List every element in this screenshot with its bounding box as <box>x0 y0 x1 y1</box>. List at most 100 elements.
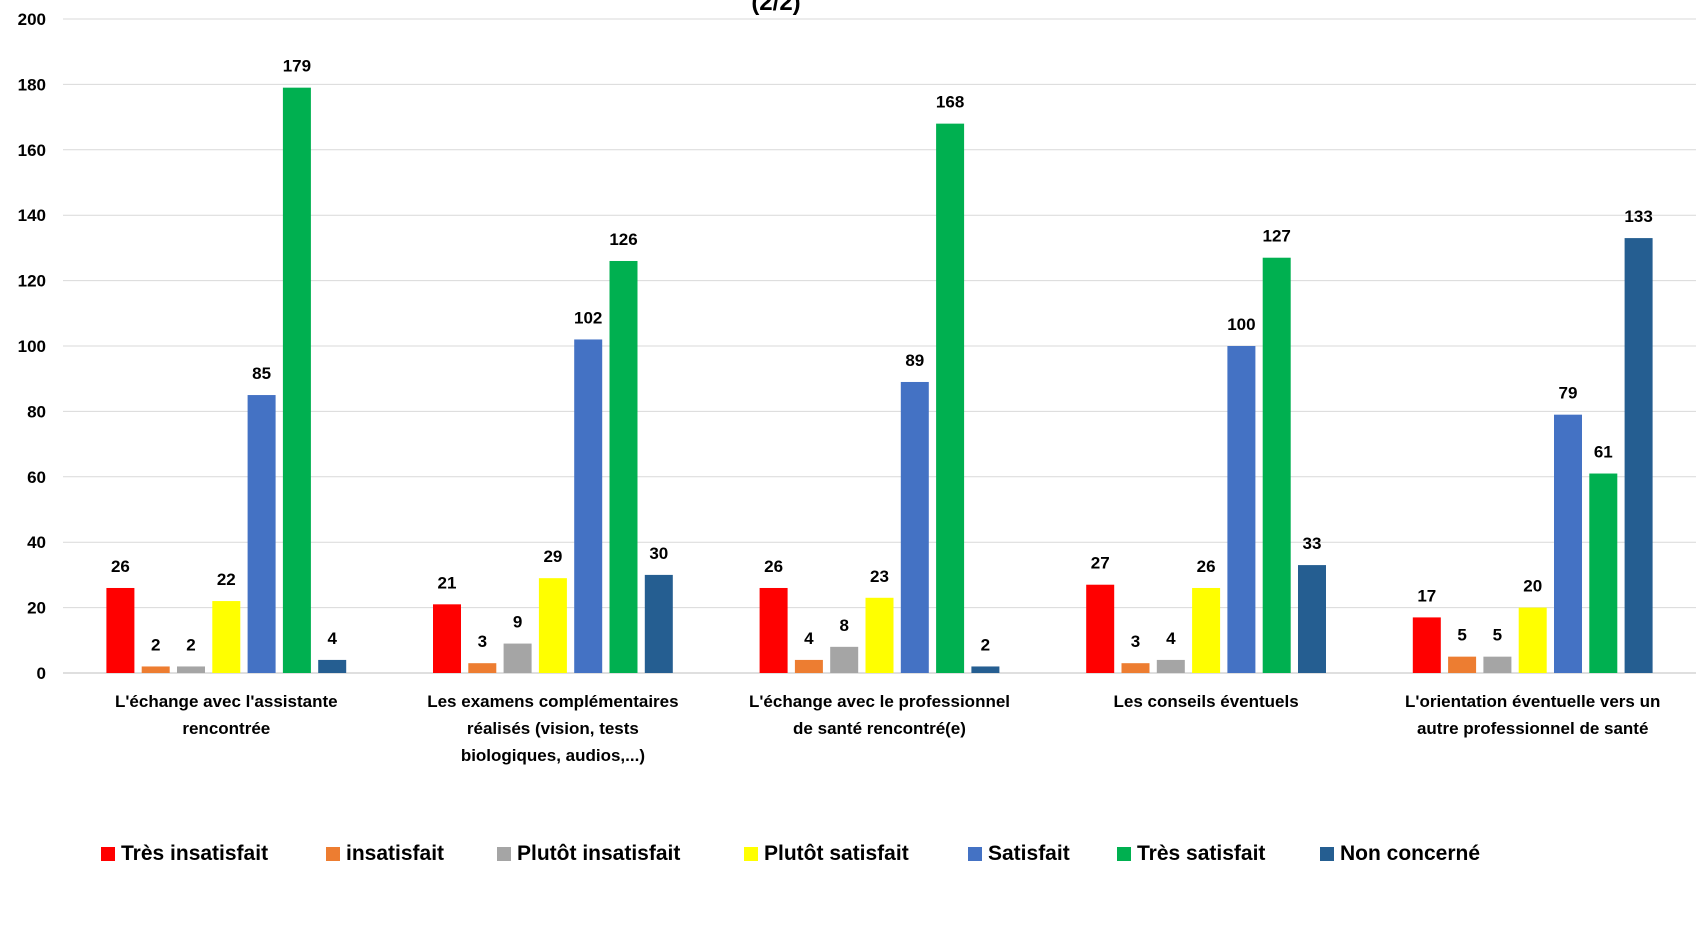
bar <box>1086 584 1115 673</box>
y-tick-label: 160 <box>18 141 46 160</box>
bar <box>433 604 461 673</box>
legend-swatch <box>497 847 511 861</box>
category-label: rencontrée <box>182 719 270 738</box>
category-label: de santé rencontré(e) <box>793 719 966 738</box>
x-axis-categories: L'échange avec l'assistante rencontrée Les… <box>115 692 1660 765</box>
bar <box>247 395 276 673</box>
legend: Très insatisfait insatisfait Plutôt insati… <box>0 842 1696 872</box>
category-label: autre professionnel de santé <box>1417 719 1648 738</box>
y-tick-label: 60 <box>27 468 46 487</box>
legend-swatch <box>326 847 340 861</box>
legend-item: Satisfait <box>968 842 1070 866</box>
category-label: Les conseils éventuels <box>1113 692 1298 711</box>
y-axis-ticks: 0 20 40 60 80 100 120 140 160 180 200 <box>18 10 46 683</box>
y-tick-label: 40 <box>27 533 46 552</box>
bar <box>1624 238 1653 673</box>
bar <box>1448 656 1477 673</box>
bars <box>106 87 1653 674</box>
y-tick-label: 100 <box>18 337 46 356</box>
data-label: 29 <box>543 547 562 566</box>
bar <box>1121 663 1150 673</box>
data-label: 79 <box>1559 384 1578 403</box>
y-tick-label: 120 <box>18 272 46 291</box>
data-label: 26 <box>111 557 130 576</box>
gridlines <box>63 18 1696 674</box>
legend-item: Très insatisfait <box>101 842 268 866</box>
chart-title: (2/2) <box>751 0 800 16</box>
legend-item: insatisfait <box>326 842 444 866</box>
bar <box>1412 617 1441 673</box>
data-label: 27 <box>1091 554 1110 573</box>
bar <box>177 666 205 673</box>
legend-item: Plutôt insatisfait <box>497 842 680 866</box>
legend-label: Plutôt satisfait <box>764 842 909 865</box>
bar <box>1227 346 1256 673</box>
bar <box>503 643 532 673</box>
data-label: 22 <box>217 570 236 589</box>
bar <box>212 601 241 673</box>
bar <box>106 587 135 673</box>
category-label: biologiques, audios,...) <box>461 746 645 765</box>
bar <box>1554 414 1582 673</box>
data-label: 61 <box>1594 443 1613 462</box>
data-label: 126 <box>609 230 637 249</box>
data-label: 3 <box>478 632 487 651</box>
category-label: Les examens complémentaires <box>427 692 678 711</box>
legend-item: Très satisfait <box>1117 842 1265 866</box>
data-label: 2 <box>981 635 990 654</box>
data-label: 4 <box>804 629 814 648</box>
bar <box>936 123 965 673</box>
data-label: 89 <box>905 351 924 370</box>
legend-swatch <box>968 847 982 861</box>
data-label: 4 <box>1166 629 1176 648</box>
data-label: 30 <box>649 544 668 563</box>
y-tick-label: 200 <box>18 10 46 29</box>
data-label: 2 <box>186 635 195 654</box>
bar <box>971 666 1000 673</box>
legend-label: Satisfait <box>988 842 1070 865</box>
bar <box>900 381 929 673</box>
category-label: L'échange avec l'assistante <box>115 692 338 711</box>
y-tick-label: 140 <box>18 206 46 225</box>
bar <box>1262 257 1291 673</box>
bar <box>574 339 603 673</box>
data-label: 20 <box>1523 577 1542 596</box>
bar <box>318 659 347 673</box>
data-label: 168 <box>936 93 964 112</box>
data-label: 8 <box>839 616 848 635</box>
y-tick-label: 0 <box>37 664 46 683</box>
legend-swatch <box>1117 847 1131 861</box>
y-tick-label: 80 <box>27 402 46 421</box>
bar <box>141 666 170 673</box>
bar <box>282 87 311 674</box>
data-label: 23 <box>870 567 889 586</box>
data-label: 26 <box>1197 557 1216 576</box>
bar <box>609 260 638 673</box>
y-tick-label: 20 <box>27 599 46 618</box>
bar <box>644 574 673 673</box>
data-labels: 262 2228517942139291021263026482389168227… <box>111 57 1653 655</box>
data-label: 5 <box>1457 626 1466 645</box>
y-tick-label: 180 <box>18 75 46 94</box>
bar <box>1483 656 1512 673</box>
data-label: 21 <box>438 573 457 592</box>
legend-swatch <box>1320 847 1334 861</box>
data-label: 4 <box>327 629 337 648</box>
category-label: L'échange avec le professionnel <box>749 692 1010 711</box>
bar <box>1298 565 1326 673</box>
data-label: 26 <box>764 557 783 576</box>
data-label: 17 <box>1417 586 1436 605</box>
legend-label: insatisfait <box>346 842 445 865</box>
data-label: 2 <box>151 635 160 654</box>
bar <box>794 659 823 673</box>
data-label: 127 <box>1263 227 1291 246</box>
data-label: 133 <box>1624 207 1652 226</box>
bar <box>538 578 567 673</box>
data-label: 9 <box>513 613 522 632</box>
bar <box>1192 587 1221 673</box>
data-label: 85 <box>252 364 271 383</box>
legend-swatch <box>744 847 758 861</box>
bar <box>830 646 859 673</box>
category-label: L'orientation éventuelle vers un <box>1405 692 1660 711</box>
category-label: réalisés (vision, tests <box>467 719 639 738</box>
